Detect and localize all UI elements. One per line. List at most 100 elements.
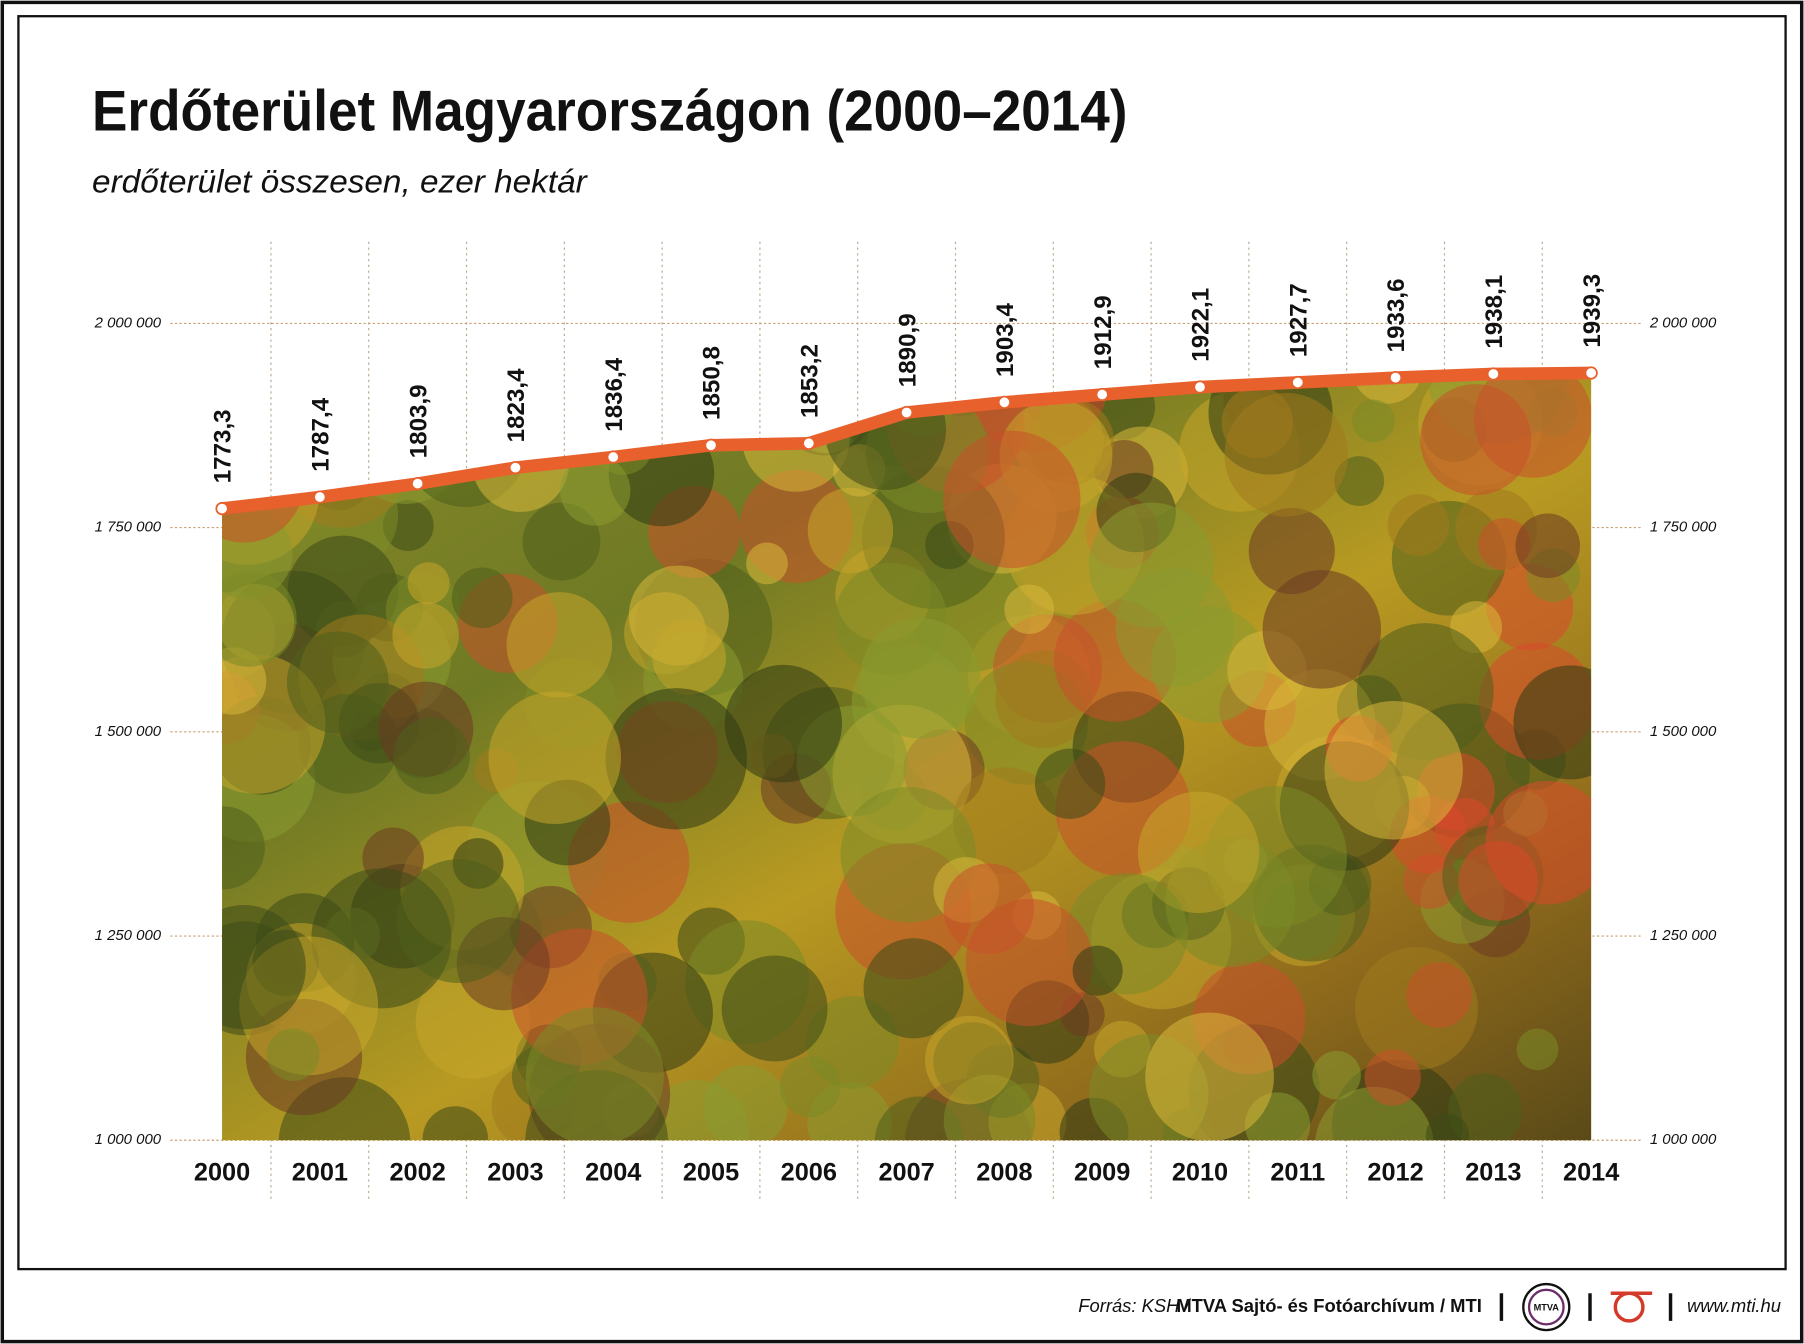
- y-tick-label: 1 000 000: [95, 1131, 162, 1148]
- y2-tick-label: 1 750 000: [1650, 519, 1717, 536]
- x-tick-label: 2004: [585, 1158, 641, 1186]
- foliage-blob: [1262, 570, 1382, 689]
- x-tick-label: 2014: [1563, 1158, 1619, 1186]
- x-tick-label: 2006: [781, 1158, 837, 1186]
- inner-frame: [17, 15, 1787, 1271]
- x-tick-label: 2000: [194, 1158, 250, 1186]
- foliage-blob: [859, 618, 981, 739]
- point: [899, 405, 914, 420]
- value-label: 1927,7: [1285, 283, 1312, 357]
- foliage-blob: [422, 1106, 489, 1141]
- point: [1486, 367, 1500, 381]
- point: [704, 438, 718, 452]
- value-label: 1850,8: [699, 346, 726, 420]
- foliage-blob: [818, 372, 946, 417]
- point: [1193, 380, 1207, 394]
- x-tick-label: 2001: [292, 1158, 348, 1186]
- foliage-blob: [1312, 1050, 1361, 1100]
- foliage-blob: [823, 372, 876, 375]
- y-tick-label: 2 000 000: [94, 314, 162, 331]
- x-tick-label: 2002: [389, 1158, 445, 1186]
- y2-tick-label: 2 000 000: [1649, 314, 1717, 331]
- logo-text: MTVA: [1534, 1303, 1560, 1313]
- foliage-blob: [943, 863, 1035, 954]
- foliage-blob: [1478, 517, 1531, 571]
- x-tick-label: 2009: [1074, 1158, 1130, 1186]
- chart-title: Erdőterület Magyarországon (2000–2014): [92, 79, 1127, 143]
- y-tick-label: 1 750 000: [95, 519, 162, 536]
- foliage-blob: [721, 955, 828, 1062]
- point: [215, 501, 229, 516]
- x-tick-label: 2013: [1465, 1158, 1521, 1186]
- foliage-blob: [222, 806, 265, 890]
- source-prefix: Forrás: KSH /: [1078, 1295, 1191, 1316]
- foliage-blob: [605, 688, 747, 830]
- foliage-blob: [222, 423, 304, 543]
- foliage-blob: [1224, 392, 1349, 517]
- foliage-blob: [1137, 791, 1260, 914]
- foliage-blob: [807, 487, 894, 574]
- foliage-blob: [925, 1015, 1014, 1105]
- x-tick-label: 2007: [878, 1158, 934, 1186]
- value-label: 1890,9: [894, 313, 921, 387]
- foliage-blob: [1387, 494, 1450, 556]
- value-label: 1939,3: [1579, 274, 1606, 348]
- foliage-blob: [1034, 748, 1106, 819]
- foliage-blob: [943, 430, 1081, 569]
- source-org: MTVA Sajtó- és Fotóarchívum / MTI: [1176, 1295, 1482, 1316]
- foliage-blob: [506, 592, 613, 698]
- value-label: 1803,9: [405, 384, 432, 458]
- value-label: 1787,4: [308, 397, 335, 471]
- foliage-blob: [1072, 945, 1123, 996]
- source-url: www.mti.hu: [1687, 1295, 1781, 1316]
- foliage-blob: [1406, 962, 1472, 1028]
- value-label: 1922,1: [1188, 288, 1215, 362]
- x-tick-label: 2012: [1367, 1158, 1423, 1186]
- foliage-blob: [779, 1056, 841, 1118]
- foliage-blob: [1004, 584, 1054, 635]
- y-tick-label: 1 250 000: [95, 927, 162, 944]
- value-label: 1823,4: [503, 368, 530, 442]
- foliage-blob: [222, 905, 306, 1030]
- foliage-blob: [1352, 399, 1395, 443]
- x-tick-label: 2010: [1172, 1158, 1228, 1186]
- foliage-blob: [1145, 1012, 1274, 1141]
- y2-tick-label: 1 000 000: [1650, 1131, 1717, 1148]
- point: [313, 490, 327, 504]
- point: [1388, 371, 1403, 385]
- logo-inner: [1527, 1288, 1565, 1326]
- foliage-blob: [1088, 502, 1214, 628]
- foliage-blob: [1425, 1113, 1470, 1141]
- value-label: 1903,4: [992, 303, 1019, 377]
- foliage-blob: [451, 567, 513, 629]
- point: [997, 395, 1012, 409]
- value-label: 1773,3: [210, 409, 237, 483]
- foliage-blob: [1334, 456, 1385, 507]
- mti-logo: [1613, 1291, 1645, 1323]
- x-tick-label: 2003: [487, 1158, 543, 1186]
- value-label: 1933,6: [1383, 278, 1410, 352]
- foliage-blob: [1485, 780, 1592, 905]
- point: [1095, 387, 1109, 402]
- foliage-blob: [874, 1096, 964, 1141]
- foliage-blob: [222, 571, 297, 667]
- foliage-blob: [1314, 1086, 1434, 1141]
- foliage-blob: [652, 621, 726, 695]
- foliage-blob: [266, 1028, 320, 1082]
- foliage-blob: [392, 602, 459, 669]
- foliage-blob: [863, 938, 964, 1039]
- point: [411, 476, 425, 491]
- foliage-blob: [393, 717, 470, 795]
- foliage-blob: [438, 376, 490, 428]
- x-tick-label: 2005: [683, 1158, 739, 1186]
- foliage-blob: [746, 542, 788, 585]
- y2-tick-label: 1 500 000: [1650, 723, 1717, 740]
- foliage-blob: [488, 691, 622, 825]
- foliage-blob: [222, 372, 292, 415]
- value-label: 1853,2: [796, 344, 823, 418]
- point: [1584, 366, 1598, 380]
- foliage-blob: [644, 1079, 750, 1141]
- y2-tick-label: 1 250 000: [1650, 927, 1717, 944]
